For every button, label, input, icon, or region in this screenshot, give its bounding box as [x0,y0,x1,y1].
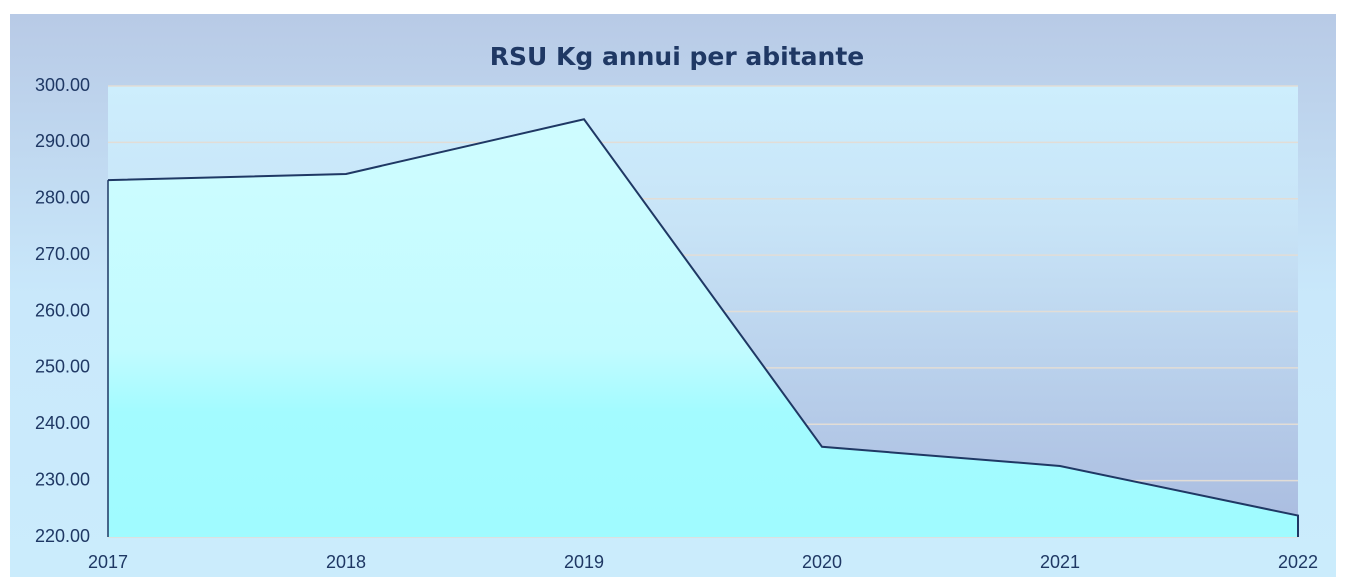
area-line [107,118,1299,537]
y-tick-label: 290.00 [35,131,90,151]
x-tick-label: 2022 [1278,552,1318,572]
y-tick-label: 260.00 [35,300,90,320]
y-tick-label: 230.00 [35,469,90,489]
y-tick-label: 220.00 [35,526,90,546]
area-fill [108,119,1298,537]
x-tick-label: 2020 [802,552,842,572]
y-tick-label: 270.00 [35,244,90,264]
y-tick-label: 240.00 [35,413,90,433]
chart-title: RSU Kg annui per abitante [490,42,865,71]
x-tick-label: 2019 [564,552,604,572]
y-tick-label: 280.00 [35,188,90,208]
y-tick-label: 250.00 [35,357,90,377]
x-tick-label: 2018 [326,552,366,572]
x-tick-label: 2017 [88,552,128,572]
y-tick-label: 300.00 [35,75,90,95]
x-tick-label: 2021 [1040,552,1080,572]
